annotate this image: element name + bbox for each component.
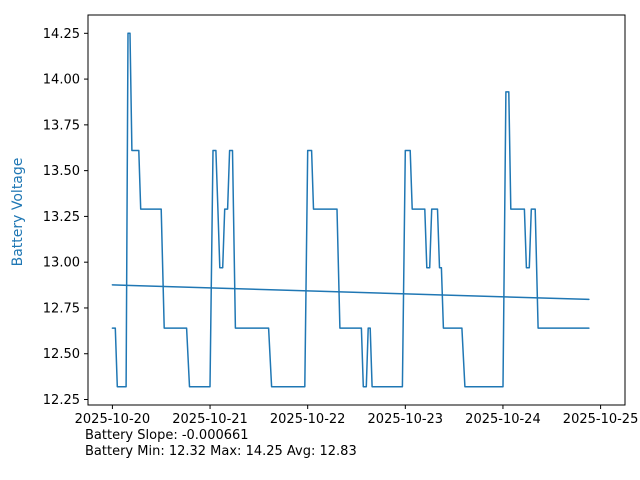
annotation-stats: Battery Min: 12.32 Max: 14.25 Avg: 12.83 [85, 444, 357, 459]
series-line-trend [111, 284, 590, 301]
y-tick-label: 12.25 [43, 393, 80, 408]
annotation-slope: Battery Slope: -0.000661 [85, 428, 249, 443]
x-tick-label: 2025-10-20 [75, 412, 151, 427]
series-line-battery_voltage [111, 32, 590, 388]
y-tick-label: 13.75 [43, 118, 80, 133]
y-tick-label: 13.25 [43, 210, 80, 225]
x-tick-label: 2025-10-21 [172, 412, 248, 427]
y-tick-label: 13.00 [43, 256, 80, 271]
y-axis-label: Battery Voltage [10, 158, 26, 267]
y-tick-label: 14.25 [43, 27, 80, 42]
y-tick-label: 12.75 [43, 301, 80, 316]
x-tick-label: 2025-10-24 [465, 412, 541, 427]
y-tick-label: 12.50 [43, 347, 80, 362]
x-tick-label: 2025-10-23 [368, 412, 444, 427]
plot-frame [87, 14, 626, 406]
x-tick-label: 2025-10-22 [270, 412, 346, 427]
y-tick-label: 14.00 [43, 73, 80, 88]
y-tick-label: 13.50 [43, 164, 80, 179]
x-tick-label: 2025-10-25 [563, 412, 639, 427]
